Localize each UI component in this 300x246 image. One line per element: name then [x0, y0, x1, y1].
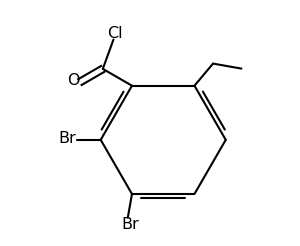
Text: O: O [67, 73, 80, 88]
Text: Br: Br [59, 131, 76, 146]
Text: Cl: Cl [107, 26, 122, 41]
Text: Br: Br [121, 217, 139, 232]
